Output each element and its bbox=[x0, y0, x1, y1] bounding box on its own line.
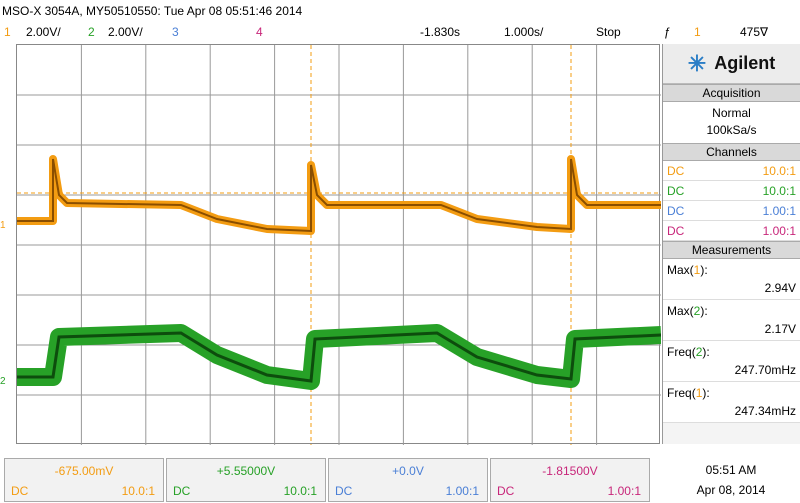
measurement-item[interactable]: Freq(1): 247.34mHz bbox=[663, 382, 800, 423]
channel-coupling: DC bbox=[667, 224, 685, 238]
channel-row-4[interactable]: DC 1.00:1 bbox=[663, 221, 800, 241]
ch3-number[interactable]: 3 bbox=[172, 25, 179, 39]
channel-offset: +5.55000V bbox=[216, 464, 276, 478]
trigger-source[interactable]: 1 bbox=[694, 25, 701, 39]
measurements-list: Max(1): 2.94V Max(2): 2.17V Freq(2): 247… bbox=[663, 259, 800, 423]
measurement-channel: 1 bbox=[695, 386, 703, 400]
ch2-ground-marker[interactable]: 2 bbox=[0, 376, 6, 387]
ch1-waveform-core bbox=[17, 158, 661, 233]
measurement-channel: 2 bbox=[693, 304, 701, 318]
channel-probe: 1.00:1 bbox=[762, 224, 796, 238]
ch1-ground-marker[interactable]: 1 bbox=[0, 220, 6, 231]
measurement-value: 247.34mHz bbox=[734, 404, 796, 418]
measurement-channel: 1 bbox=[693, 263, 701, 277]
channel-coupling: DC bbox=[173, 484, 191, 498]
channel-coupling: DC bbox=[667, 204, 685, 218]
channel-coupling: DC bbox=[667, 184, 685, 198]
channel-probe: 10.0:1 bbox=[283, 484, 317, 498]
ch1-offset-box[interactable]: -675.00mV DC 10.0:1 bbox=[4, 458, 164, 502]
time-cursors bbox=[17, 45, 661, 445]
clock: 05:51 AM Apr 08, 2014 bbox=[662, 458, 800, 502]
clock-time: 05:51 AM bbox=[705, 463, 757, 477]
channel-coupling: DC bbox=[497, 484, 515, 498]
channel-offset: -1.81500V bbox=[542, 464, 598, 478]
measurement-name: Freq bbox=[667, 386, 692, 400]
channel-probe: 10.0:1 bbox=[762, 164, 796, 178]
measurement-name: Max bbox=[667, 263, 690, 277]
brand-header: ✳ Agilent bbox=[663, 44, 800, 84]
ch2-number[interactable]: 2 bbox=[88, 25, 95, 39]
channel-coupling: DC bbox=[335, 484, 353, 498]
measurement-item[interactable]: Freq(2): 247.70mHz bbox=[663, 341, 800, 382]
trigger-edge-icon: ƒ bbox=[664, 25, 671, 39]
ch1-number[interactable]: 1 bbox=[4, 25, 11, 39]
timebase-scale[interactable]: 1.000s/ bbox=[504, 25, 544, 39]
measurement-name: Freq bbox=[667, 345, 692, 359]
ch4-number[interactable]: 4 bbox=[256, 25, 263, 39]
measurement-value: 2.17V bbox=[764, 322, 796, 336]
side-panel: ✳ Agilent Acquisition Normal 100kSa/s Ch… bbox=[662, 44, 800, 444]
channel-coupling: DC bbox=[11, 484, 29, 498]
channel-row-2[interactable]: DC 10.0:1 bbox=[663, 181, 800, 201]
channels-header[interactable]: Channels bbox=[663, 143, 800, 161]
agilent-logo-icon: ✳ bbox=[687, 50, 707, 76]
acquisition-info: Normal 100kSa/s bbox=[663, 102, 800, 143]
measurement-name: Max bbox=[667, 304, 690, 318]
channel-row-1[interactable]: DC 10.0:1 bbox=[663, 161, 800, 181]
ch2-offset-box[interactable]: +5.55000V DC 10.0:1 bbox=[166, 458, 326, 502]
window-title: MSO-X 3054A, MY50510550: Tue Apr 08 05:5… bbox=[2, 4, 303, 18]
graticule bbox=[17, 45, 661, 445]
acquisition-header[interactable]: Acquisition bbox=[663, 84, 800, 102]
time-delay[interactable]: -1.830s bbox=[420, 25, 461, 39]
channel-probe: 1.00:1 bbox=[607, 484, 641, 498]
run-state[interactable]: Stop bbox=[596, 25, 621, 39]
channel-probe: 1.00:1 bbox=[445, 484, 479, 498]
channel-coupling: DC bbox=[667, 164, 685, 178]
measurement-value: 247.70mHz bbox=[734, 363, 796, 377]
measurement-value: 2.94V bbox=[764, 281, 796, 295]
ch1-scale[interactable]: 2.00V/ bbox=[26, 25, 61, 39]
channel-probe: 10.0:1 bbox=[121, 484, 155, 498]
measurements-header[interactable]: Measurements bbox=[663, 241, 800, 259]
grid-lines bbox=[17, 45, 661, 445]
ch2-scale[interactable]: 2.00V/ bbox=[108, 25, 143, 39]
measurement-item[interactable]: Max(1): 2.94V bbox=[663, 259, 800, 300]
clock-date: Apr 08, 2014 bbox=[696, 483, 766, 497]
acq-mode: Normal bbox=[712, 106, 751, 120]
ch4-offset-box[interactable]: -1.81500V DC 1.00:1 bbox=[490, 458, 650, 502]
channel-probe: 1.00:1 bbox=[762, 204, 796, 218]
traces bbox=[17, 155, 661, 390]
waveform-display[interactable] bbox=[16, 44, 661, 445]
channel-offset: +0.0V bbox=[392, 464, 424, 478]
brand-name: Agilent bbox=[714, 53, 776, 73]
channel-row-3[interactable]: DC 1.00:1 bbox=[663, 201, 800, 221]
channel-probe: 10.0:1 bbox=[762, 184, 796, 198]
ch2-waveform-core bbox=[17, 331, 661, 383]
status-bar: 1 2.00V/ 2 2.00V/ 3 4 -1.830s 1.000s/ St… bbox=[0, 22, 800, 42]
measurement-item[interactable]: Max(2): 2.17V bbox=[663, 300, 800, 341]
ch3-offset-box[interactable]: +0.0V DC 1.00:1 bbox=[328, 458, 488, 502]
acq-rate: 100kSa/s bbox=[706, 123, 757, 137]
trigger-level[interactable]: 475∇ bbox=[740, 25, 769, 39]
bottom-bar: -675.00mV DC 10.0:1 +5.55000V DC 10.0:1 … bbox=[0, 458, 800, 503]
measurement-channel: 2 bbox=[695, 345, 703, 359]
channel-offset: -675.00mV bbox=[54, 464, 114, 478]
